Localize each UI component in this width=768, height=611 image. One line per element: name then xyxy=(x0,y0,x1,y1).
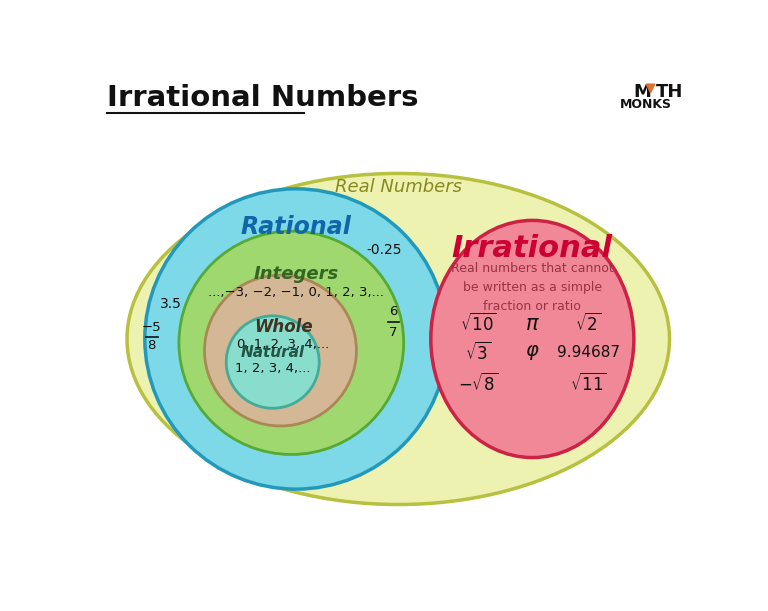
Text: MONKS: MONKS xyxy=(621,98,672,111)
Text: 3.5: 3.5 xyxy=(160,298,181,312)
Text: -0.25: -0.25 xyxy=(366,243,402,257)
Text: 6: 6 xyxy=(389,305,398,318)
Ellipse shape xyxy=(227,316,319,408)
Text: Integers: Integers xyxy=(253,265,339,282)
Ellipse shape xyxy=(127,174,670,505)
Text: Real Numbers: Real Numbers xyxy=(335,178,462,196)
Text: $\sqrt{3}$: $\sqrt{3}$ xyxy=(465,342,492,364)
Ellipse shape xyxy=(204,275,356,426)
Text: Real numbers that cannot
be written as a simple
fraction or ratio: Real numbers that cannot be written as a… xyxy=(451,262,614,313)
Text: Irrational: Irrational xyxy=(452,235,613,263)
Ellipse shape xyxy=(431,221,634,458)
Text: ...,−3, −2, −1, 0, 1, 2, 3,...: ...,−3, −2, −1, 0, 1, 2, 3,... xyxy=(208,287,384,299)
Text: 1, 2, 3, 4,...: 1, 2, 3, 4,... xyxy=(235,362,310,375)
Text: $\sqrt{2}$: $\sqrt{2}$ xyxy=(575,313,601,335)
Text: $\varphi$: $\varphi$ xyxy=(525,343,540,362)
Text: TH: TH xyxy=(656,82,683,101)
Polygon shape xyxy=(646,84,655,93)
Ellipse shape xyxy=(145,189,447,489)
Text: M: M xyxy=(633,82,651,101)
Ellipse shape xyxy=(179,231,404,455)
Text: −5: −5 xyxy=(142,321,161,334)
Text: $\sqrt{11}$: $\sqrt{11}$ xyxy=(570,373,607,395)
Text: 7: 7 xyxy=(389,326,398,339)
Text: Whole: Whole xyxy=(254,318,313,337)
Text: 9.94687: 9.94687 xyxy=(557,345,620,360)
Text: Irrational Numbers: Irrational Numbers xyxy=(107,84,419,112)
Text: 0, 1, 2, 3, 4,...: 0, 1, 2, 3, 4,... xyxy=(237,338,329,351)
Text: 8: 8 xyxy=(147,339,156,352)
Text: Natural: Natural xyxy=(240,345,305,359)
Text: $-\sqrt{8}$: $-\sqrt{8}$ xyxy=(458,373,498,395)
Text: Rational: Rational xyxy=(240,215,352,240)
Text: $\pi$: $\pi$ xyxy=(525,313,540,334)
Text: $\sqrt{10}$: $\sqrt{10}$ xyxy=(459,313,497,335)
